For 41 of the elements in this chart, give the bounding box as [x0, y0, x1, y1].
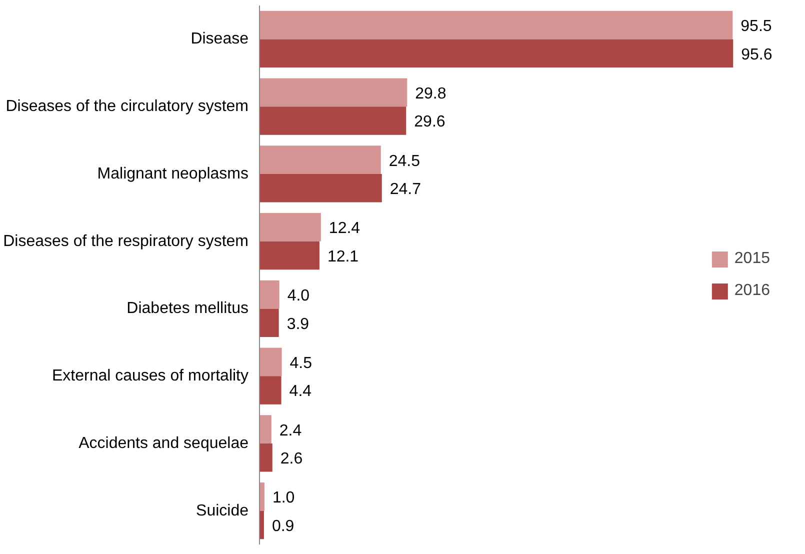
- y-tick-label: Diseases of the respiratory system: [3, 232, 248, 250]
- data-label: 12.1: [327, 248, 359, 266]
- y-tick-label: Disease: [190, 30, 249, 48]
- bar: [260, 348, 282, 376]
- data-label: 2.6: [280, 450, 303, 468]
- bar: [260, 78, 408, 107]
- bar: [260, 39, 734, 68]
- bar: [260, 106, 406, 135]
- bar: [260, 415, 272, 444]
- bar: [260, 280, 280, 309]
- data-label: 95.6: [741, 46, 772, 64]
- bar: [260, 376, 282, 404]
- bar: [260, 482, 264, 511]
- data-label: 2.4: [279, 422, 302, 440]
- data-label: 95.5: [740, 18, 772, 36]
- legend-label: 2015: [734, 250, 770, 268]
- y-tick-label: Diabetes mellitus: [126, 300, 248, 318]
- data-label: 4.5: [290, 354, 312, 372]
- y-tick-label: Suicide: [196, 502, 249, 520]
- legend-label: 2016: [734, 282, 770, 300]
- bar: [260, 443, 272, 472]
- bar: [260, 241, 320, 270]
- y-tick-label: External causes of mortality: [52, 368, 249, 385]
- data-label: 24.5: [388, 152, 420, 170]
- y-tick-label: Accidents and sequelae: [78, 434, 249, 452]
- data-label: 3.9: [286, 316, 310, 333]
- data-label: 4.0: [287, 288, 310, 305]
- data-label: 4.4: [289, 383, 312, 400]
- bar: [260, 174, 382, 202]
- data-label: 0.9: [272, 518, 294, 535]
- data-label: 1.0: [272, 490, 295, 507]
- y-tick-label: Malignant neoplasms: [97, 165, 249, 182]
- bar: [260, 10, 733, 40]
- data-label: 24.7: [390, 181, 422, 198]
- bar: [260, 146, 381, 174]
- bar: [260, 213, 321, 242]
- data-label: 29.8: [415, 85, 446, 102]
- data-label: 29.6: [414, 114, 446, 131]
- data-label: 12.4: [328, 220, 360, 238]
- y-tick-label: Diseases of the circulatory system: [6, 98, 248, 116]
- bar: [260, 308, 279, 337]
